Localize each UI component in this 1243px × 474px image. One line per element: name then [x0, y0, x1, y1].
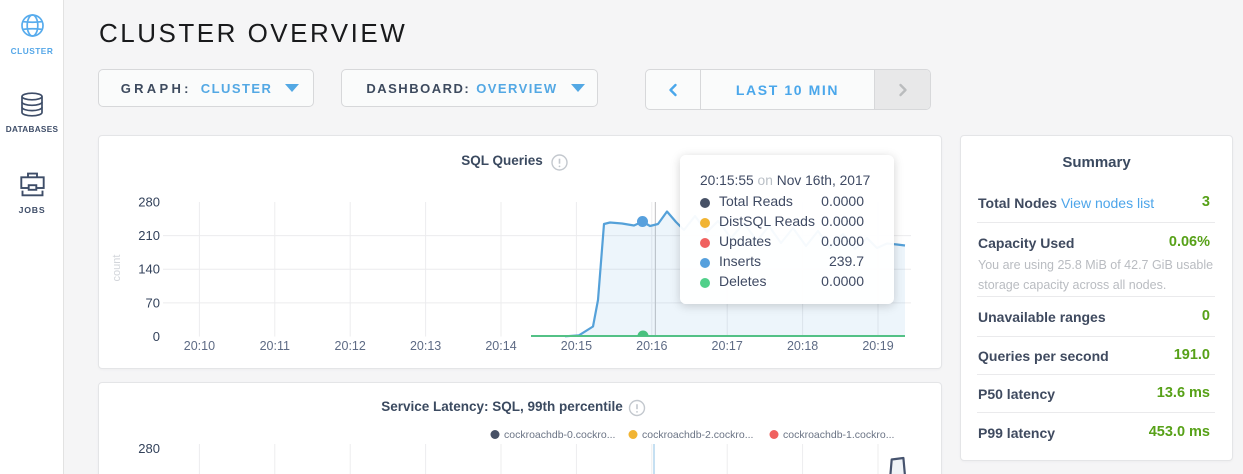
svg-text:0: 0 — [153, 329, 160, 344]
svg-text:20:18: 20:18 — [787, 339, 818, 353]
svg-text:count: count — [111, 255, 123, 282]
svg-text:20:15: 20:15 — [561, 339, 592, 353]
svg-text:cockroachdb-0.cockro...: cockroachdb-0.cockro... — [504, 429, 615, 441]
svg-text:70: 70 — [146, 295, 160, 310]
svg-text:20:12: 20:12 — [335, 339, 366, 353]
svg-text:20:17: 20:17 — [712, 339, 743, 353]
svg-text:20:11: 20:11 — [260, 339, 290, 353]
svg-text:20:19: 20:19 — [862, 339, 893, 353]
svg-text:20:14: 20:14 — [485, 339, 516, 353]
svg-text:20:13: 20:13 — [410, 339, 441, 353]
svg-text:cockroachdb-1.cockro...: cockroachdb-1.cockro... — [783, 429, 894, 441]
svg-text:cockroachdb-2.cockro...: cockroachdb-2.cockro... — [642, 429, 753, 441]
svg-text:20:16: 20:16 — [636, 339, 667, 353]
svg-text:210: 210 — [138, 228, 160, 243]
svg-text:140: 140 — [138, 262, 160, 277]
svg-text:280: 280 — [138, 195, 160, 210]
svg-text:20:10: 20:10 — [184, 339, 215, 353]
svg-text:280: 280 — [138, 441, 160, 456]
